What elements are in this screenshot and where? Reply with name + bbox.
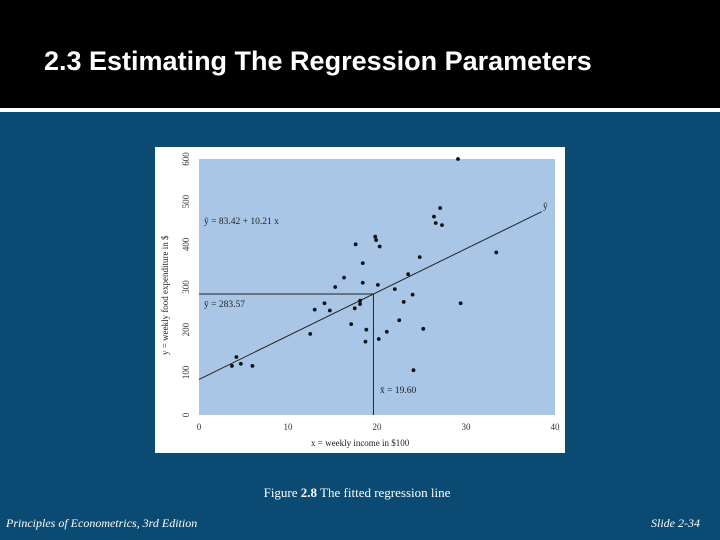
data-point (360, 280, 365, 285)
x-tick-label: 30 (462, 422, 472, 432)
data-point (373, 234, 378, 239)
y-axis-label: y = weekly food expenditure in $ (160, 235, 170, 355)
data-point (376, 337, 381, 341)
data-point (375, 282, 380, 287)
data-point (250, 364, 255, 368)
data-points (230, 157, 499, 373)
y-tick-label: 600 (181, 152, 191, 166)
data-point (494, 250, 499, 255)
data-point (358, 298, 362, 303)
figure-caption: Figure 2.8 The fitted regression line (0, 485, 714, 501)
data-point (308, 332, 313, 336)
data-point (363, 339, 368, 344)
data-point (411, 368, 416, 373)
data-point (397, 318, 402, 323)
data-point (401, 300, 406, 304)
data-point (352, 306, 357, 311)
data-point (230, 364, 234, 368)
data-point (312, 307, 317, 312)
x-tick-label: 10 (284, 422, 294, 432)
data-point (432, 214, 436, 219)
data-point (238, 361, 243, 366)
data-point (458, 301, 463, 306)
data-point (360, 261, 365, 266)
data-point (438, 206, 443, 210)
y-tick-label: 100 (181, 365, 191, 379)
mean-x-label: x̄ = 19.60 (380, 386, 416, 396)
data-point (234, 355, 239, 359)
x-axis-label: x = weekly income in $100 (311, 438, 410, 448)
y-tick-label: 300 (181, 280, 191, 294)
footer-book-title: Principles of Econometrics, 3rd Edition (6, 516, 198, 530)
caption-number: 2.8 (300, 485, 318, 500)
data-point (364, 327, 369, 332)
regression-line-label: ŷ (543, 202, 548, 212)
footer-slide-number: Slide 2-34 (651, 516, 700, 530)
y-tick-label: 200 (181, 322, 191, 336)
title-bar: 2.3 Estimating The Regression Parameters (0, 0, 720, 112)
caption-prefix: Figure (263, 485, 301, 500)
data-point (456, 157, 460, 161)
data-point (333, 285, 338, 289)
reference-lines (199, 293, 374, 415)
data-point (384, 329, 389, 334)
mean-y-label: ȳ = 283.57 (204, 300, 245, 310)
data-point (353, 242, 358, 247)
x-tick-label: 40 (551, 422, 561, 432)
data-point (392, 287, 397, 292)
data-point (433, 221, 438, 225)
x-tick-label: 20 (373, 422, 383, 432)
data-point (406, 272, 411, 277)
slide-title: 2.3 Estimating The Regression Parameters (44, 46, 592, 76)
plot-area (199, 159, 555, 415)
data-point (421, 326, 426, 331)
y-tick-label: 0 (181, 412, 191, 417)
data-point (377, 244, 382, 249)
data-point (342, 275, 346, 280)
y-tick-label: 400 (181, 237, 191, 251)
data-point (358, 302, 362, 306)
data-point (374, 238, 379, 242)
data-point (440, 223, 444, 228)
regression-line-group (198, 211, 542, 380)
data-point (322, 301, 327, 306)
x-tick-label: 0 (197, 422, 202, 432)
y-tick-label: 500 (181, 194, 191, 208)
data-point (327, 308, 332, 313)
data-point (417, 255, 422, 260)
caption-text: The fitted regression line (317, 485, 451, 500)
regression-line (198, 211, 542, 380)
figure-panel: 0 10 20 30 40 0 100 200 300 400 500 600 ŷ = 83.42 +… (155, 147, 565, 453)
equation-label: ŷ = 83.42 + 10.21 x (204, 217, 279, 227)
data-point (410, 292, 415, 297)
data-point (349, 322, 354, 327)
